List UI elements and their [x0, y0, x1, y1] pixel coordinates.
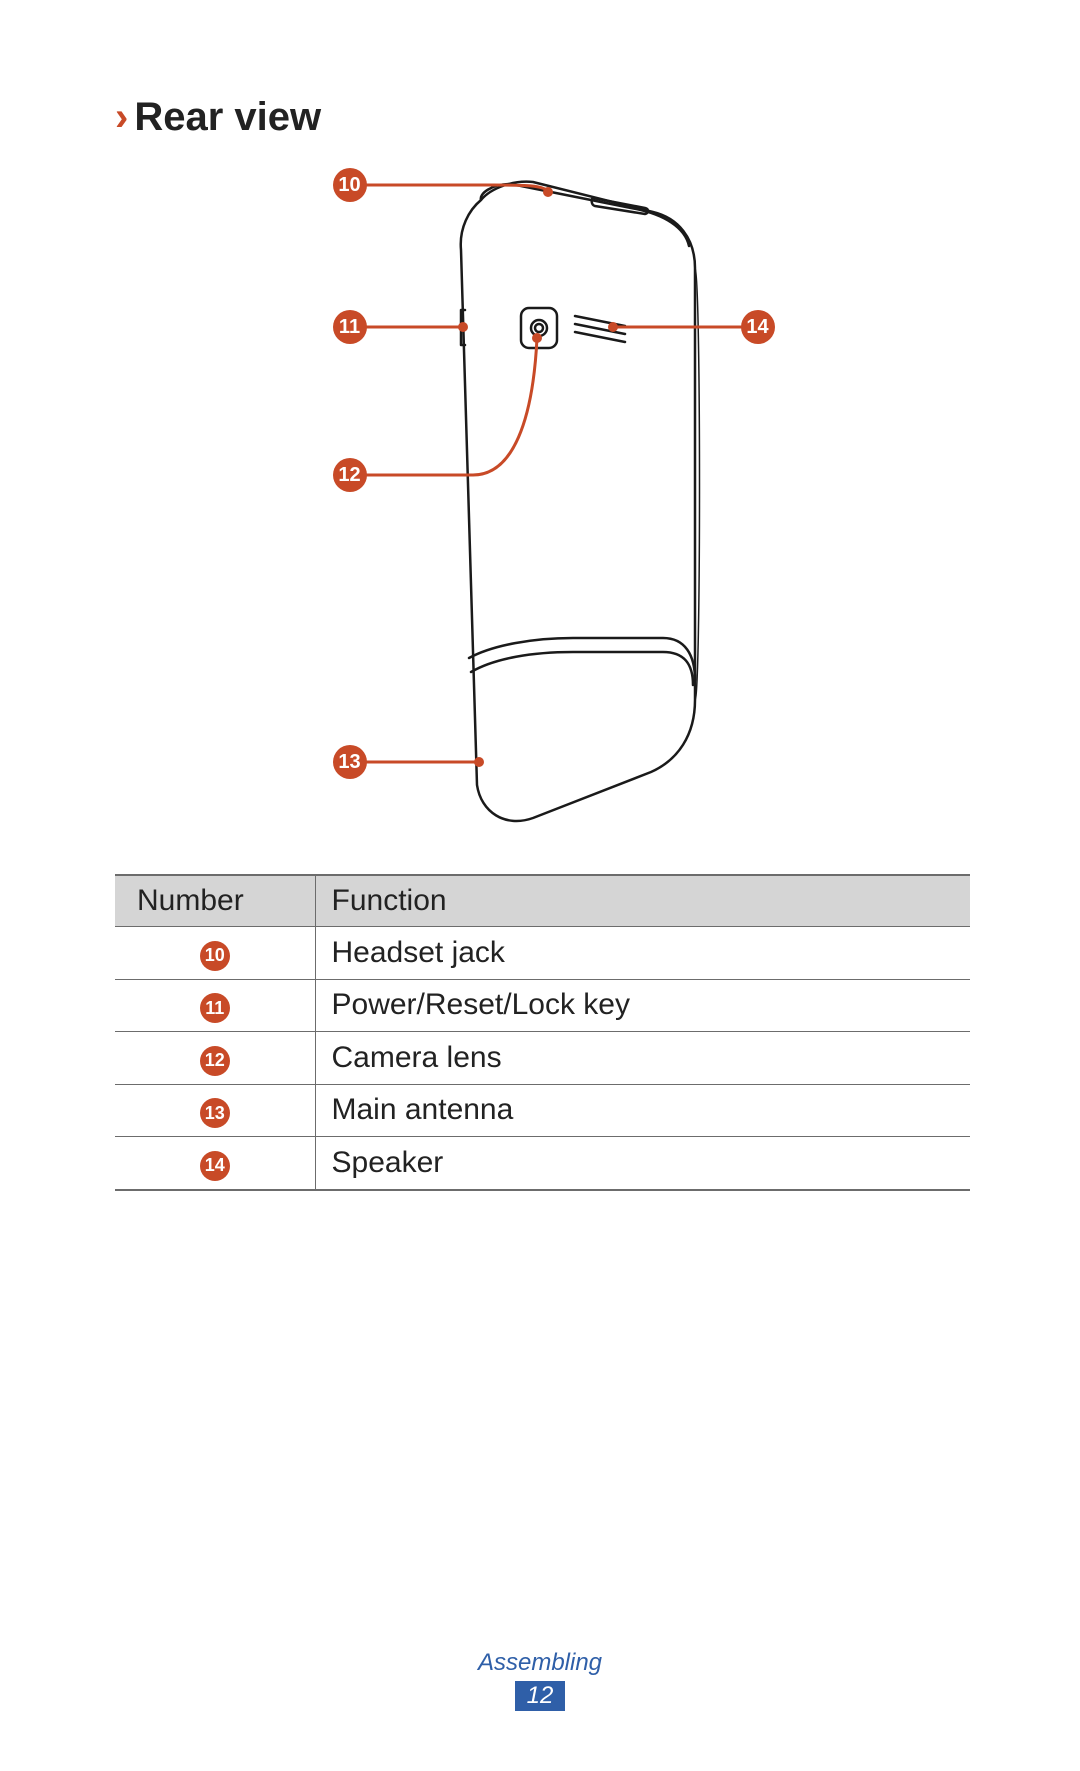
row-badge: 11: [200, 993, 230, 1023]
col-function-header: Function: [315, 875, 970, 927]
table-row: 11 Power/Reset/Lock key: [115, 979, 970, 1032]
table-row: 10 Headset jack: [115, 927, 970, 980]
page-footer: Assembling 12: [0, 1649, 1080, 1711]
table-row: 12 Camera lens: [115, 1032, 970, 1085]
section-heading: › Rear view: [115, 95, 970, 140]
footer-page-number: 12: [515, 1681, 566, 1711]
diagram-container: 10 11 12 13 14: [115, 160, 970, 850]
row-function: Speaker: [315, 1137, 970, 1190]
row-function: Main antenna: [315, 1084, 970, 1137]
callout-13: 13: [333, 745, 367, 779]
table-row: 14 Speaker: [115, 1137, 970, 1190]
row-badge: 13: [200, 1098, 230, 1128]
callout-11: 11: [333, 310, 367, 344]
function-table: Number Function 10 Headset jack 11 Power…: [115, 874, 970, 1191]
rear-view-diagram: 10 11 12 13 14: [233, 160, 853, 850]
phone-illustration: [233, 160, 853, 850]
row-function: Camera lens: [315, 1032, 970, 1085]
row-function: Power/Reset/Lock key: [315, 979, 970, 1032]
footer-section-name: Assembling: [0, 1649, 1080, 1677]
callout-12: 12: [333, 458, 367, 492]
callout-10: 10: [333, 168, 367, 202]
row-badge: 10: [200, 941, 230, 971]
row-badge: 12: [200, 1046, 230, 1076]
row-function: Headset jack: [315, 927, 970, 980]
chevron-icon: ›: [115, 97, 128, 137]
heading-title: Rear view: [134, 95, 321, 140]
row-badge: 14: [200, 1151, 230, 1181]
table-row: 13 Main antenna: [115, 1084, 970, 1137]
col-number-header: Number: [115, 875, 315, 927]
callout-14: 14: [741, 310, 775, 344]
